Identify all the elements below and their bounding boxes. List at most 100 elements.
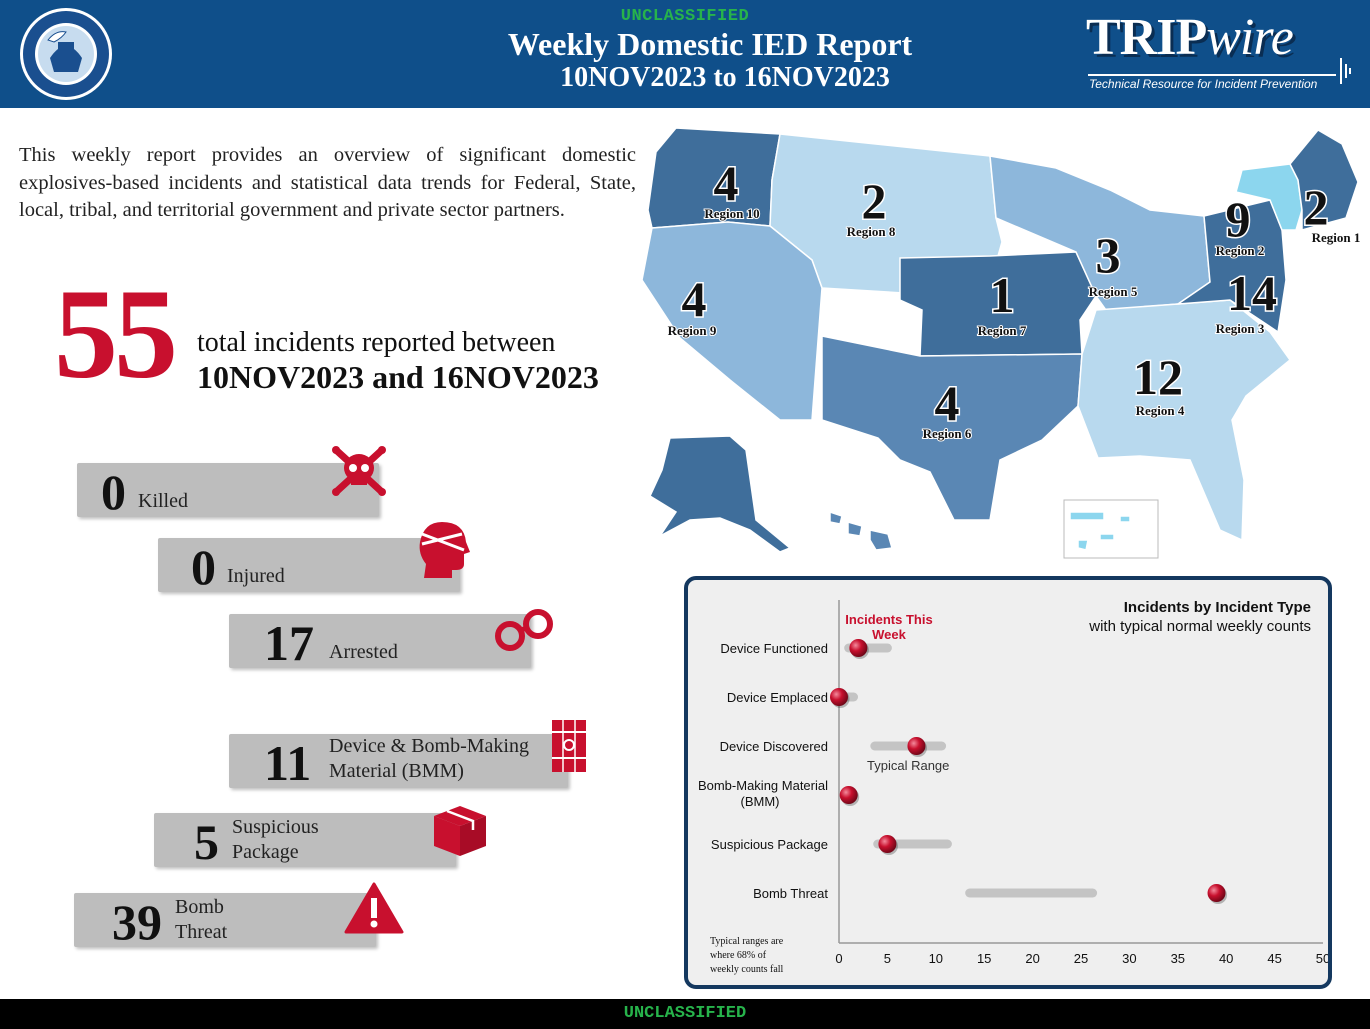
- data-point: [839, 786, 858, 804]
- category-label: Device Emplaced: [727, 690, 828, 705]
- data-point: [1207, 884, 1226, 902]
- x-tick-label: 40: [1219, 951, 1233, 966]
- x-tick-label: 45: [1267, 951, 1281, 966]
- region-9-count: 4: [682, 271, 707, 327]
- bmm-count: 11: [264, 735, 312, 791]
- arrested-count: 17: [264, 615, 314, 671]
- region-3-label: Region 3: [1216, 321, 1265, 336]
- warning-triangle-icon: [344, 882, 404, 934]
- bomb-threat-label-line1: Bomb: [175, 896, 224, 918]
- incident-type-chart-panel: Incidents by Incident Type with typical …: [684, 576, 1332, 989]
- region-7-count: 1: [990, 267, 1015, 323]
- data-point: [830, 688, 848, 706]
- hawaii-area: [829, 510, 893, 551]
- series-label-line2: Week: [872, 627, 906, 642]
- bomb-threat-count: 39: [112, 894, 162, 950]
- data-point: [907, 737, 926, 755]
- footer-bar: UNCLASSIFIED: [0, 999, 1370, 1029]
- suspicious-label: Suspicious Package: [232, 815, 319, 865]
- x-tick-label: 50: [1316, 951, 1328, 966]
- bomb-threat-label-line2: Threat: [175, 921, 228, 943]
- category-label: Bomb Threat: [753, 886, 828, 901]
- tripwire-wordmark: TRIPwire: [1086, 9, 1294, 66]
- report-date-range: 10NOV2023 to 16NOV2023: [560, 62, 890, 93]
- region-7-area: [899, 251, 1097, 357]
- arrested-stat-box: 17 Arrested: [229, 614, 531, 668]
- region-10-label: Region 10: [704, 206, 759, 221]
- suspicious-stat-box: 5 Suspicious Package: [154, 813, 456, 867]
- region-5-label: Region 5: [1089, 284, 1138, 299]
- region-9-area: [641, 221, 823, 421]
- tripwire-tagline: Technical Resource for Incident Preventi…: [1089, 77, 1318, 91]
- alaska-area: [649, 435, 792, 553]
- region-4-count: 12: [1133, 349, 1183, 405]
- total-date-range: 10NOV2023 and 16NOV2023: [197, 359, 599, 395]
- x-tick-label: 0: [835, 951, 842, 966]
- handcuffs-icon: [495, 609, 553, 651]
- report-title: Weekly Domestic IED Report: [507, 26, 913, 62]
- intro-paragraph: This weekly report provides an overview …: [19, 144, 636, 221]
- tripwire-logo: TRIPwire Technical Resource for Incident…: [1086, 9, 1356, 96]
- region-8-count: 2: [862, 173, 887, 229]
- chart-subtitle: with typical normal weekly counts: [1088, 618, 1311, 635]
- arrested-label: Arrested: [329, 641, 398, 663]
- range-note-line2: where 68% of: [710, 950, 767, 961]
- classification-top: UNCLASSIFIED: [620, 7, 750, 26]
- total-incident-count: 55: [54, 263, 178, 405]
- category-label: Device Functioned: [720, 641, 828, 656]
- suspicious-count: 5: [194, 814, 219, 870]
- region-3-count: 14: [1227, 265, 1277, 321]
- region-6-count: 4: [935, 375, 960, 431]
- cisa-seal-logo: [20, 8, 112, 100]
- incident-type-dot-chart: Incidents by Incident Type with typical …: [698, 599, 1328, 975]
- region-1-area: [1289, 129, 1359, 231]
- chart-title: Incidents by Incident Type: [1124, 599, 1311, 616]
- skull-crossbones-icon: [332, 446, 386, 496]
- territories-inset: [1063, 499, 1159, 559]
- region-8-label: Region 8: [847, 224, 896, 239]
- region-9-label: Region 9: [668, 323, 717, 338]
- killed-label: Killed: [138, 490, 188, 512]
- injured-stat-box: 0 Injured: [158, 538, 460, 592]
- category-label: Device Discovered: [720, 739, 828, 754]
- bmm-label-line1: Device & Bomb-Making: [329, 735, 529, 757]
- killed-stat-box: 0 Killed: [77, 463, 379, 517]
- region-7-label: Region 7: [978, 323, 1027, 338]
- suspicious-label-line1: Suspicious: [232, 816, 319, 838]
- region-10-count: 4: [714, 155, 739, 211]
- x-tick-label: 10: [929, 951, 943, 966]
- region-6-label: Region 6: [923, 426, 972, 441]
- category-label: (BMM): [741, 794, 780, 809]
- territories-area: [1069, 511, 1131, 551]
- range-note-line3: weekly counts fall: [710, 964, 784, 975]
- x-tick-label: 35: [1171, 951, 1185, 966]
- suspicious-label-line2: Package: [232, 841, 299, 863]
- classification-bottom: UNCLASSIFIED: [623, 1004, 747, 1023]
- typical-range-label: Typical Range: [867, 758, 949, 773]
- x-tick-label: 15: [977, 951, 991, 966]
- total-description: total incidents reported between: [197, 327, 556, 358]
- killed-count: 0: [101, 464, 126, 520]
- data-point: [878, 835, 897, 853]
- injured-count: 0: [191, 539, 216, 595]
- injured-head-icon: [419, 522, 470, 578]
- x-tick-label: 25: [1074, 951, 1088, 966]
- package-icon: [434, 806, 486, 856]
- bomb-threat-stat-box: 39 Bomb Threat: [74, 893, 376, 947]
- injured-label: Injured: [227, 565, 285, 587]
- x-tick-label: 5: [884, 951, 891, 966]
- dynamite-icon: [552, 720, 586, 772]
- bomb-threat-label: Bomb Threat: [175, 895, 227, 945]
- bmm-label-line2: Material (BMM): [329, 760, 464, 782]
- region-1-count: 2: [1304, 179, 1329, 235]
- category-label: Bomb-Making Material: [698, 778, 828, 793]
- x-tick-label: 20: [1025, 951, 1039, 966]
- series-label-line1: Incidents This: [845, 612, 932, 627]
- region-4-area: [1077, 299, 1292, 542]
- us-region-map: 4 Region 10 2 Region 8 4 Region 9 1 Regi…: [641, 127, 1361, 559]
- signal-bars-icon: [1340, 58, 1351, 84]
- header-bar: UNCLASSIFIED Weekly Domestic IED Report …: [0, 0, 1370, 108]
- region-2-count: 9: [1226, 191, 1251, 247]
- total-incident-text: total incidents reported between 10NOV20…: [197, 326, 599, 394]
- bmm-label: Device & Bomb-Making Material (BMM): [329, 734, 529, 784]
